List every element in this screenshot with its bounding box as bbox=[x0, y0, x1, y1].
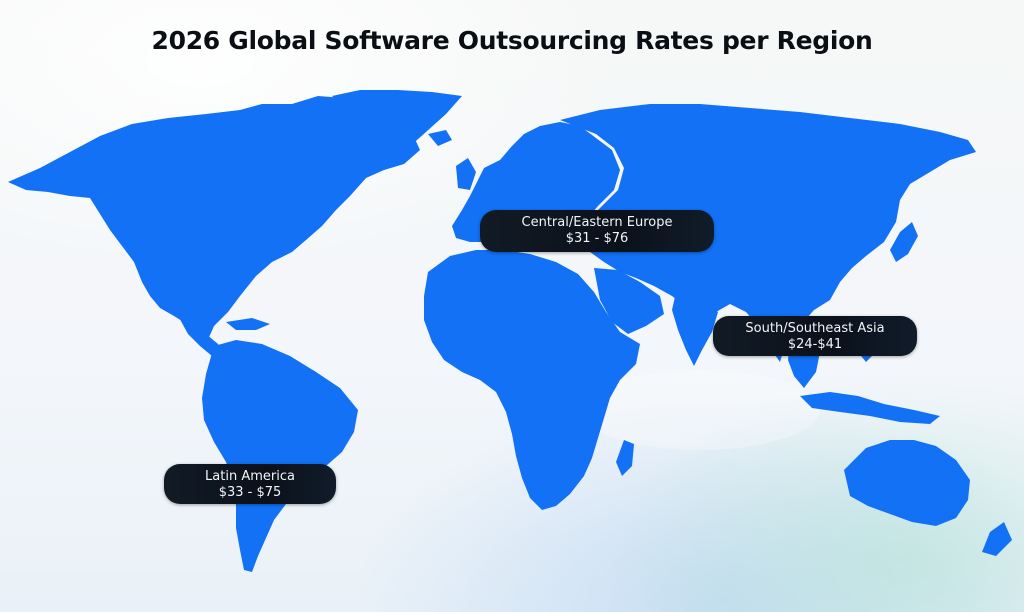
landmass-new-zealand bbox=[982, 522, 1012, 556]
region-rate: $24-$41 bbox=[787, 337, 843, 352]
landmass-asia bbox=[560, 104, 976, 362]
page-title: 2026 Global Software Outsourcing Rates p… bbox=[151, 26, 873, 55]
landmass-japan bbox=[890, 222, 918, 262]
landmass-north-america bbox=[8, 96, 420, 344]
region-rate: $33 - $75 bbox=[218, 485, 282, 500]
landmass-arabia bbox=[594, 268, 664, 334]
landmass-caribbean bbox=[226, 318, 270, 330]
rate-label-latin-america: Latin America $33 - $75 bbox=[164, 464, 336, 504]
landmass-australia bbox=[844, 440, 970, 526]
rate-label-south-southeast-asia: South/Southeast Asia $24-$41 bbox=[713, 316, 917, 356]
landmass-greenland bbox=[332, 90, 462, 160]
region-name: South/Southeast Asia bbox=[745, 321, 885, 336]
landmass-india bbox=[672, 292, 718, 366]
region-name: Latin America bbox=[205, 469, 295, 484]
rate-label-central-eastern-europe: Central/Eastern Europe $31 - $76 bbox=[480, 210, 714, 252]
landmass-africa bbox=[424, 250, 640, 510]
landmass-british-isles bbox=[456, 158, 476, 190]
landmass-indonesia bbox=[800, 392, 940, 424]
landmass-madagascar bbox=[616, 440, 634, 476]
landmass-south-america bbox=[202, 340, 358, 572]
region-rate: $31 - $76 bbox=[565, 231, 629, 246]
ocean-highlight bbox=[580, 370, 820, 450]
region-name: Central/Eastern Europe bbox=[521, 215, 673, 230]
landmass-iceland bbox=[428, 130, 452, 146]
